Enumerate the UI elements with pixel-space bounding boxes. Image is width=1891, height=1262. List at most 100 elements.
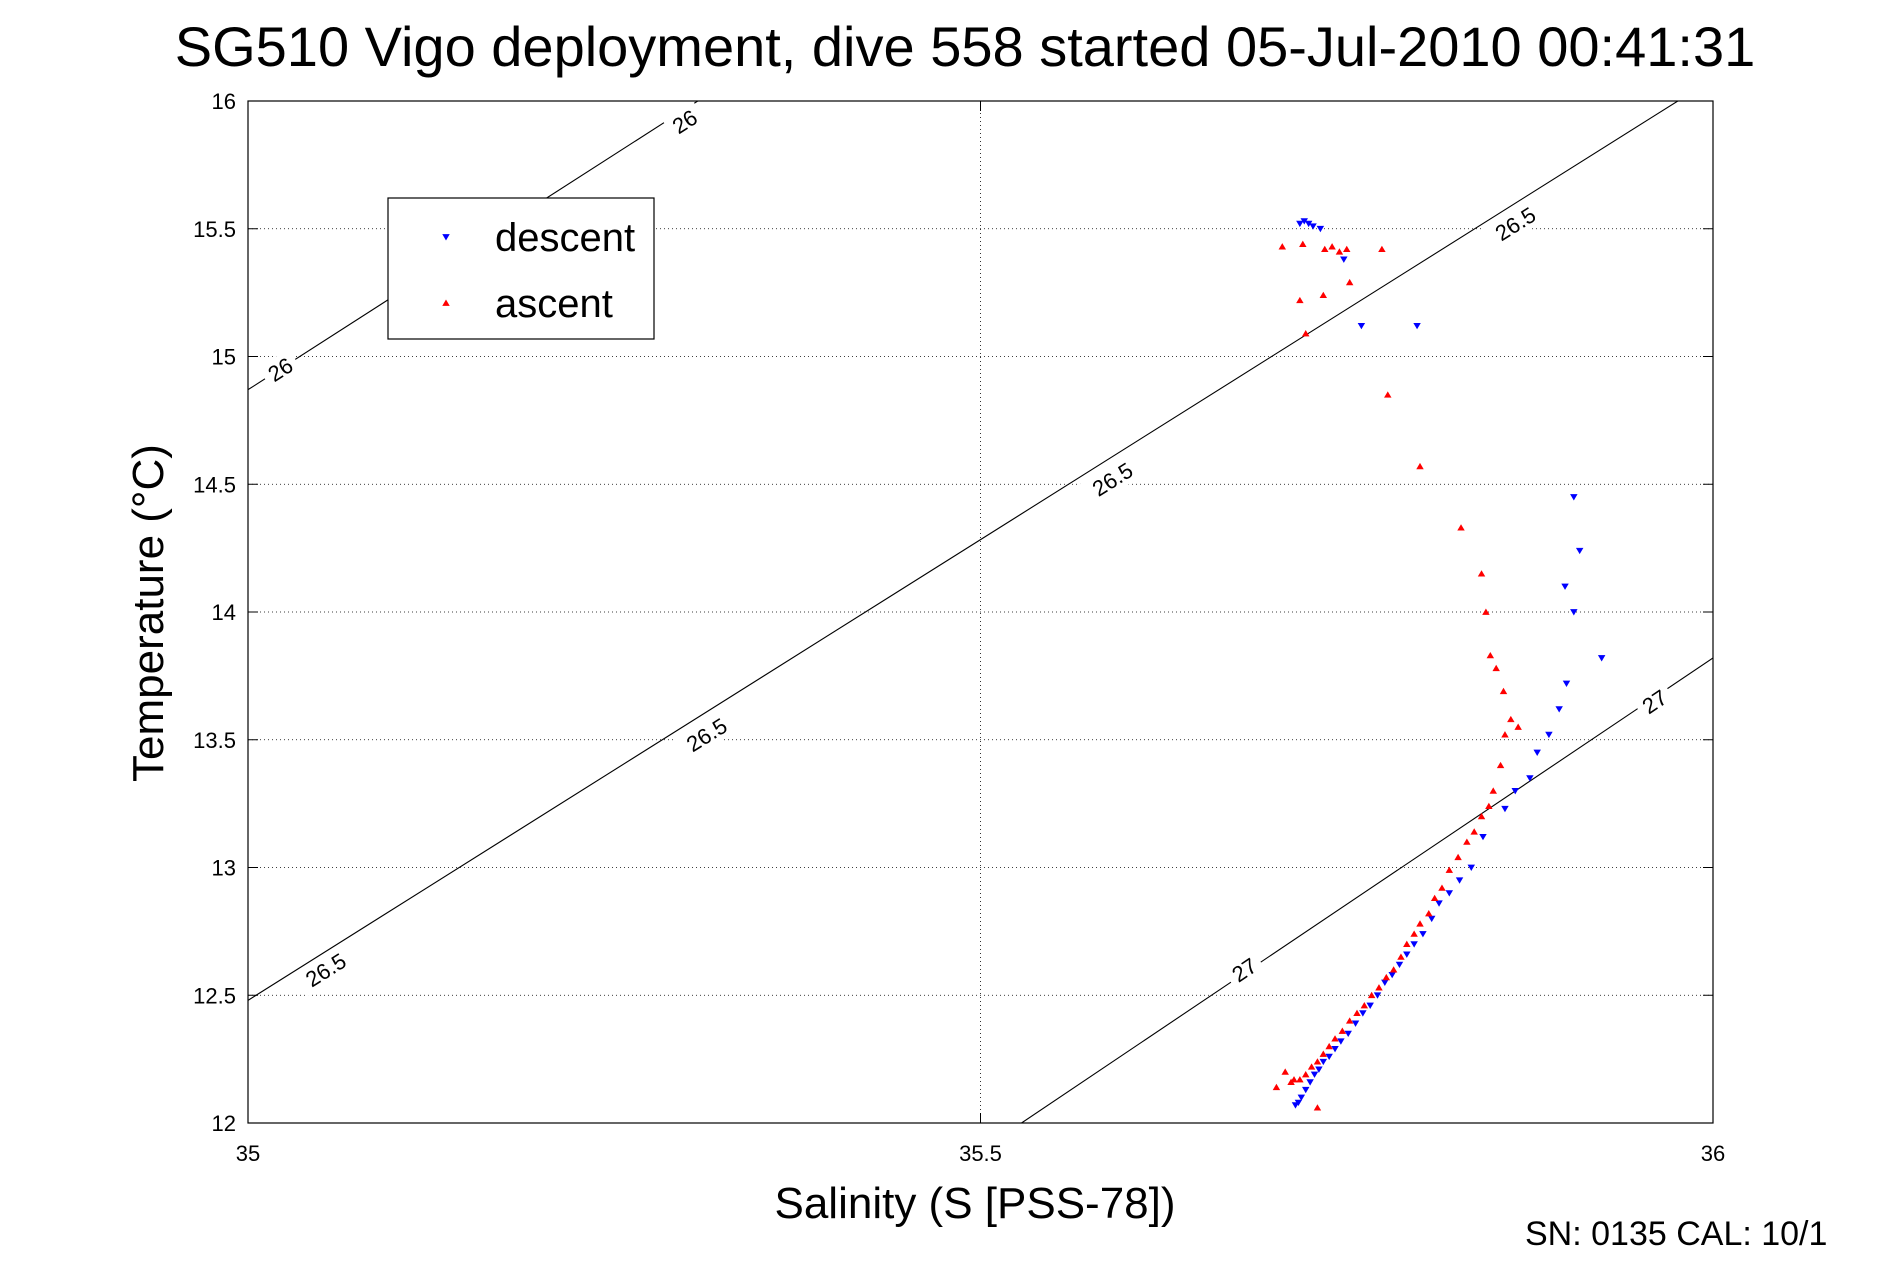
ascent-point (1319, 1050, 1328, 1057)
ascent-point (1430, 894, 1439, 902)
ascent-point (1338, 1027, 1347, 1034)
descent-point (1570, 494, 1578, 501)
ascent-point (1501, 731, 1509, 738)
ascent-point (1382, 973, 1391, 981)
ascent-point (1477, 570, 1486, 577)
descent-point (1467, 864, 1475, 871)
ascent-point (1278, 243, 1287, 250)
descent-point (1325, 1053, 1333, 1061)
ascent-point (1425, 910, 1433, 917)
descent-point (1388, 971, 1396, 979)
descent-point (1395, 961, 1404, 969)
ascent-point (1360, 1001, 1369, 1009)
ascent-point (1378, 245, 1386, 253)
y-tick-label: 14 (212, 600, 236, 625)
y-tick-label: 16 (212, 89, 236, 114)
ascent-point (1345, 278, 1354, 286)
x-axis-label: Salinity (S [PSS-78]) (774, 1179, 1175, 1228)
legend-label-ascent: ascent (495, 282, 613, 326)
ascent-point (1470, 828, 1478, 835)
descent-point (1381, 979, 1389, 986)
ascent-point (1410, 930, 1418, 937)
descent-point (1319, 1058, 1328, 1066)
density-contour-label: 26 (258, 348, 303, 390)
descent-point (1331, 1046, 1339, 1053)
ascent-point (1331, 1035, 1339, 1042)
legend: descent ascent (387, 197, 655, 340)
ascent-point (1457, 524, 1465, 531)
descent-point (1357, 322, 1366, 330)
density-contour-line (1021, 657, 1713, 1123)
legend-marker-ascent (442, 299, 450, 306)
ascent-point (1313, 1104, 1322, 1111)
descent-point (1597, 655, 1606, 662)
y-tick-label: 14.5 (193, 472, 236, 497)
descent-point (1435, 900, 1443, 907)
descent-point (1410, 941, 1418, 948)
ascent-point (1438, 884, 1446, 891)
ascent-point (1482, 608, 1490, 615)
descent-point (1562, 680, 1571, 688)
data-points (1272, 218, 1606, 1111)
ascent-point (1445, 866, 1454, 873)
descent-point (1419, 931, 1427, 938)
y-axis-label: Temperature (°C) (124, 444, 173, 782)
density-contour-label: 26.5 (1482, 196, 1549, 252)
legend-marker-descent (442, 234, 450, 241)
x-axis-ticks: 35 35.5 36 (236, 101, 1725, 1166)
ascent-point (1299, 240, 1307, 247)
descent-point (1445, 890, 1454, 897)
ascent-point (1389, 966, 1398, 973)
ascent-point (1321, 245, 1329, 253)
descent-point (1310, 1071, 1319, 1078)
x-tick-label: 35 (236, 1141, 260, 1166)
ascent-point (1335, 248, 1344, 255)
ascent-point (1492, 664, 1500, 672)
descent-point (1403, 951, 1411, 958)
descent-point (1359, 1010, 1367, 1017)
ascent-point (1486, 651, 1495, 659)
y-tick-label: 15 (212, 345, 236, 370)
descent-point (1309, 223, 1317, 230)
x-tick-label: 35.5 (959, 1141, 1002, 1166)
ascent-point (1296, 1076, 1304, 1083)
descent-point (1340, 256, 1348, 263)
ascent-point (1319, 291, 1328, 299)
ascent-point (1325, 1042, 1333, 1050)
ascent-point (1397, 953, 1405, 960)
y-tick-label: 15.5 (193, 217, 236, 242)
ascent-point (1367, 991, 1376, 999)
descent-point (1555, 706, 1563, 713)
y-tick-label: 13 (212, 856, 236, 881)
ascent-point (1353, 1009, 1361, 1016)
density-contour-line (248, 101, 1679, 1001)
ascent-point (1496, 761, 1505, 769)
ascent-point (1307, 1063, 1316, 1070)
ascent-point (1296, 296, 1304, 304)
descent-point (1455, 877, 1464, 884)
descent-point (1306, 1079, 1314, 1086)
density-contour-label: 26 (662, 100, 707, 143)
density-contour-label: 26.5 (292, 942, 359, 998)
y-tick-label: 12 (212, 1111, 236, 1136)
descent-point (1570, 609, 1578, 616)
ascent-point (1485, 802, 1493, 810)
ascent-point (1313, 1058, 1322, 1065)
ascent-point (1302, 1070, 1310, 1078)
ascent-point (1416, 920, 1424, 927)
ascent-point (1507, 715, 1515, 723)
descent-point (1413, 322, 1421, 330)
descent-point (1337, 1038, 1345, 1045)
descent-point (1545, 731, 1553, 739)
ascent-point (1489, 787, 1497, 794)
legend-box (387, 197, 655, 340)
ascent-point (1463, 838, 1471, 845)
ascent-point (1454, 853, 1462, 861)
descent-point (1351, 1020, 1360, 1027)
chart-title: SG510 Vigo deployment, dive 558 started … (175, 15, 1756, 78)
descent-point (1344, 1030, 1352, 1038)
descent-point (1302, 1086, 1310, 1094)
ascent-point (1328, 243, 1336, 250)
ascent-point (1287, 1078, 1295, 1085)
